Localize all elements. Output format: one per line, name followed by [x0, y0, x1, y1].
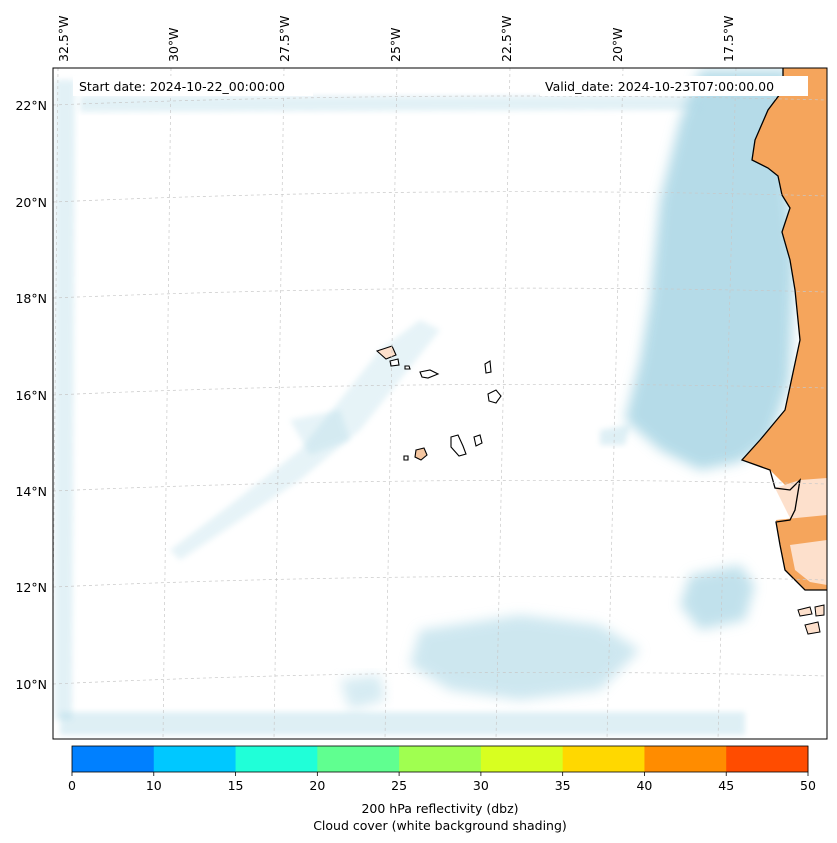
island-sao-vicente	[389, 358, 400, 367]
lon-label-22-5w: 22.5°W	[499, 16, 514, 62]
cloud-patch-southwest	[340, 675, 385, 710]
colorbar-segments	[72, 746, 809, 772]
colorbar-tick-label: 15	[228, 778, 244, 793]
land-guinea-light	[790, 540, 827, 585]
colorbar-segment	[235, 746, 318, 772]
cloud-cover	[55, 70, 795, 735]
colorbar-tick-label: 20	[309, 778, 325, 793]
lat-label-10n: 10°N	[15, 677, 47, 692]
island-brava	[403, 455, 409, 461]
cloud-patch-north-strip	[80, 96, 700, 112]
colorbar-ticks: 0 10 15 20 25 30 35 40 45 50	[68, 772, 816, 793]
cloud-patch-west-edge	[55, 80, 75, 720]
latitude-labels: 22°N 20°N 18°N 16°N 14°N 12°N 10°N	[15, 98, 47, 692]
coastline-africa	[740, 68, 827, 591]
colorbar: 0 10 15 20 25 30 35 40 45 50 200 hPa reflectivity…	[68, 745, 816, 833]
cloud-patch-south	[410, 615, 640, 700]
cloud-streak-diagonal	[170, 320, 440, 560]
land-areas	[742, 68, 827, 635]
lon-label-17-5w: 17.5°W	[721, 16, 736, 62]
lon-label-27-5w: 27.5°W	[277, 16, 292, 62]
colorbar-segment	[562, 746, 645, 772]
island-santo-antao	[375, 345, 397, 360]
start-date-box	[73, 76, 313, 96]
lon-label-20w: 20°W	[610, 27, 625, 62]
land-mauritania	[742, 68, 827, 500]
lon-label-32-5w: 32.5°W	[56, 16, 71, 62]
lon-label-25w: 25°W	[388, 27, 403, 62]
island-boa-vista	[487, 389, 502, 404]
lon-label-30w: 30°W	[166, 27, 181, 62]
start-date-label: Start date: 2024-10-22_00:00:00	[79, 79, 285, 94]
cloud-patch-east-south	[600, 425, 630, 445]
map-area: Start date: 2024-10-22_00:00:00 Valid_da…	[53, 68, 827, 739]
lat-label-14n: 14°N	[15, 484, 47, 499]
colorbar-sublabel: Cloud cover (white background shading)	[313, 818, 567, 833]
colorbar-tick-label: 25	[391, 778, 407, 793]
colorbar-tick-label: 0	[68, 778, 76, 793]
colorbar-tick-label: 40	[636, 778, 652, 793]
colorbar-label: 200 hPa reflectivity (dbz)	[361, 801, 518, 816]
island-santiago	[450, 434, 467, 457]
lat-label-22n: 22°N	[15, 98, 47, 113]
colorbar-tick-label: 30	[473, 778, 489, 793]
cloud-band-coastal	[625, 70, 795, 470]
island-fogo	[414, 447, 428, 461]
map-frame	[52, 67, 828, 740]
island-sal	[484, 360, 492, 374]
land-islets-south	[797, 604, 825, 635]
lat-label-12n: 12°N	[15, 580, 47, 595]
valid-date-box	[540, 76, 808, 96]
colorbar-segment	[317, 746, 400, 772]
island-maio	[473, 434, 483, 447]
colorbar-segment	[72, 746, 155, 772]
island-sao-nicolau	[419, 369, 440, 379]
colorbar-segment	[480, 746, 564, 772]
lat-label-16n: 16°N	[15, 388, 47, 403]
cloud-patch-south-coast	[680, 565, 755, 630]
cloud-patch-bottom-edge	[60, 712, 745, 735]
colorbar-tick-label: 35	[555, 778, 571, 793]
colorbar-frame	[71, 745, 809, 773]
gridlines	[53, 68, 827, 739]
island-santa-luzia	[404, 365, 411, 370]
valid-date-label: Valid_date: 2024-10-23T07:00:00.00	[545, 79, 774, 94]
colorbar-segment	[726, 746, 809, 772]
colorbar-tick-label: 45	[718, 778, 734, 793]
colorbar-segment	[153, 746, 237, 772]
colorbar-segment	[644, 746, 727, 772]
lat-label-20n: 20°N	[15, 195, 47, 210]
longitude-labels: 32.5°W 30°W 27.5°W 25°W 22.5°W 20°W 17.5…	[56, 16, 736, 62]
lat-label-18n: 18°N	[15, 291, 47, 306]
colorbar-tick-label: 10	[146, 778, 162, 793]
cape-verde-islands	[375, 345, 502, 461]
colorbar-segment	[399, 746, 482, 772]
colorbar-tick-label: 50	[800, 778, 816, 793]
cloud-patch-center	[290, 410, 350, 455]
